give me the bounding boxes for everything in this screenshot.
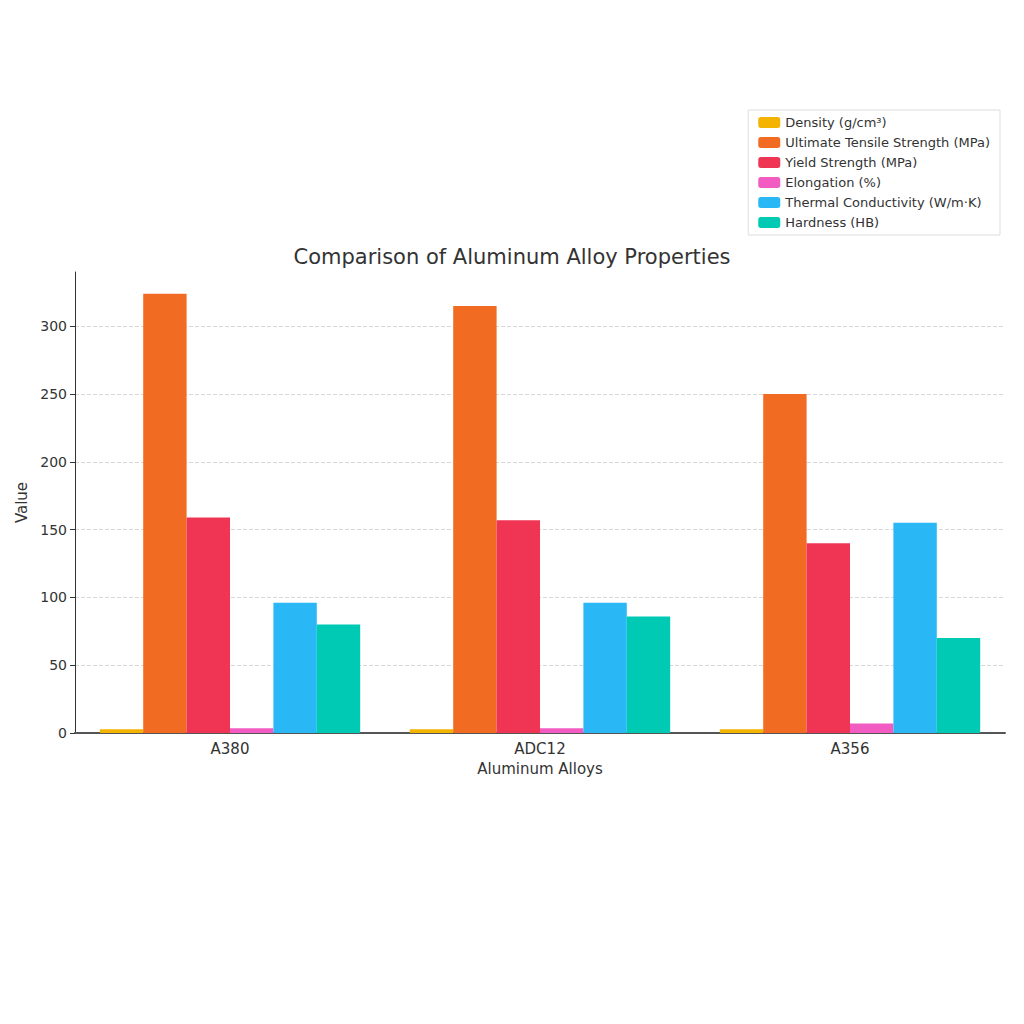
svg-text:Aluminum Alloys: Aluminum Alloys: [477, 760, 603, 778]
svg-text:Comparison of Aluminum Alloy P: Comparison of Aluminum Alloy Properties: [294, 245, 731, 269]
svg-text:Density (g/cm³): Density (g/cm³): [785, 115, 886, 130]
svg-text:0: 0: [58, 725, 67, 741]
svg-text:150: 150: [40, 522, 67, 538]
svg-text:Elongation (%): Elongation (%): [785, 175, 881, 190]
svg-text:A380: A380: [211, 740, 250, 758]
svg-text:50: 50: [49, 657, 67, 673]
svg-text:Value: Value: [13, 482, 31, 523]
svg-text:200: 200: [40, 454, 67, 470]
svg-text:Yield Strength (MPa): Yield Strength (MPa): [784, 155, 917, 170]
svg-text:A356: A356: [831, 740, 870, 758]
svg-text:100: 100: [40, 589, 67, 605]
svg-text:Ultimate Tensile Strength (MPa: Ultimate Tensile Strength (MPa): [785, 135, 990, 150]
svg-text:Hardness (HB): Hardness (HB): [785, 215, 879, 230]
svg-text:Thermal Conductivity (W/m·K): Thermal Conductivity (W/m·K): [784, 195, 981, 210]
svg-text:ADC12: ADC12: [514, 740, 565, 758]
svg-text:250: 250: [40, 386, 67, 402]
svg-text:300: 300: [40, 318, 67, 334]
